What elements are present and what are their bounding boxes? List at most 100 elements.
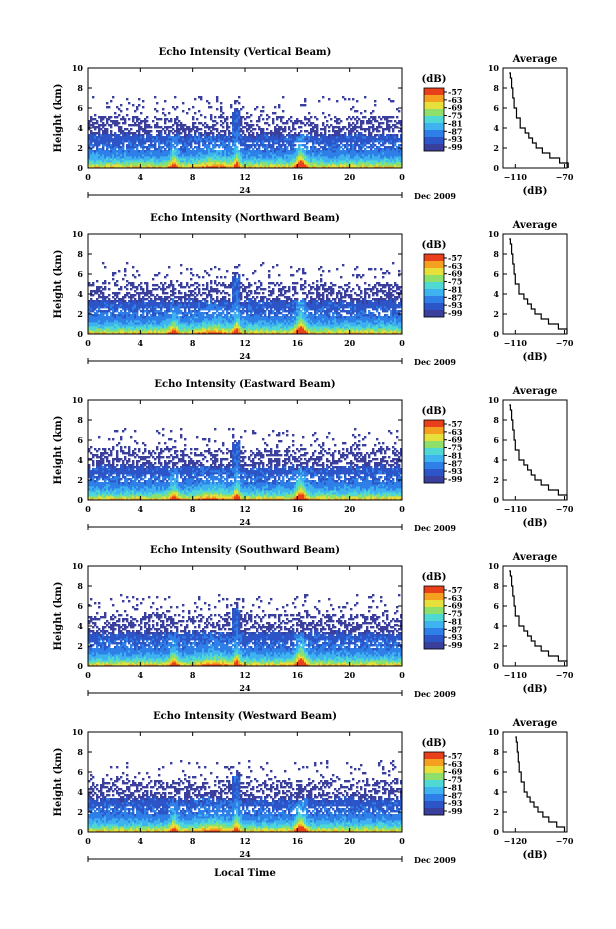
heatmap-cell (236, 130, 239, 133)
heatmap-cell (372, 110, 375, 113)
heatmap-cell (360, 112, 363, 115)
heatmap-cell (100, 152, 103, 155)
heatmap-cell (234, 138, 237, 141)
heatmap-cell (186, 138, 189, 141)
heatmap-cell (234, 156, 237, 159)
heatmap-cell (96, 150, 99, 153)
heatmap-cell (220, 152, 223, 155)
heatmap-cell (156, 110, 159, 113)
heatmap-cell (176, 134, 179, 137)
heatmap-cell (98, 150, 101, 153)
heatmap-cell (88, 166, 91, 169)
y-tick-label: 10 (72, 63, 84, 73)
heatmap-cell (96, 126, 99, 129)
heatmap-cell (198, 158, 201, 161)
heatmap-cell (234, 166, 237, 169)
heatmap-cell (140, 164, 143, 167)
heatmap-cell (174, 108, 177, 111)
heatmap-cell (158, 134, 161, 137)
heatmap-cell (234, 144, 237, 147)
heatmap-cell (156, 122, 159, 125)
heatmap-cell (122, 154, 125, 157)
heatmap-cell (162, 162, 165, 165)
heatmap-cell (234, 124, 237, 127)
heatmap-cell (208, 106, 211, 109)
heatmap-cell (178, 120, 181, 123)
heatmap-cell (208, 102, 211, 105)
heatmap-cell (214, 144, 217, 147)
heatmap-cell (142, 166, 145, 169)
heatmap-cell (210, 116, 213, 119)
heatmap-cell (226, 164, 229, 167)
heatmap-cell (160, 140, 163, 143)
heatmap-cell (184, 150, 187, 153)
heatmap-cell (92, 158, 95, 161)
heatmap-cell (172, 128, 175, 131)
heatmap-cell (228, 138, 231, 141)
heatmap-cell (110, 126, 113, 129)
heatmap-cell (184, 136, 187, 139)
heatmap-cell (200, 148, 203, 151)
heatmap-cell (236, 150, 239, 153)
heatmap-cell (198, 148, 201, 151)
heatmap-cell (146, 130, 149, 133)
heatmap-cell (182, 130, 185, 133)
heatmap-cell (164, 142, 167, 145)
heatmap-cell (206, 136, 209, 139)
heatmap-cell (184, 140, 187, 143)
heatmap-cell (130, 140, 133, 143)
heatmap-cell (110, 160, 113, 163)
heatmap-cell (132, 120, 135, 123)
heatmap-cell (196, 138, 199, 141)
heatmap-cell (222, 116, 225, 119)
heatmap-cell (162, 164, 165, 167)
heatmap-cell (166, 164, 169, 167)
heatmap-cell (344, 98, 347, 101)
heatmap-cell (184, 164, 187, 167)
heatmap-cell (168, 144, 171, 147)
heatmap-cell (222, 154, 225, 157)
heatmap-cell (118, 126, 121, 129)
heatmap-cell (234, 164, 237, 167)
heatmap-cell (214, 152, 217, 155)
heatmap-cell (218, 146, 221, 149)
heatmap-cell (138, 162, 141, 165)
heatmap-cell (116, 142, 119, 145)
heatmap-cell (112, 158, 115, 161)
heatmap-cell (184, 156, 187, 159)
heatmap-cell (116, 284, 119, 287)
heatmap-cell (232, 132, 235, 135)
heatmap-cell (220, 138, 223, 141)
heatmap-cell (122, 122, 125, 125)
heatmap-cell (192, 128, 195, 131)
heatmap-cell (140, 122, 143, 125)
heatmap-cell (96, 164, 99, 167)
heatmap-cell (120, 130, 123, 133)
heatmap-cell (218, 154, 221, 157)
heatmap-cell (116, 158, 119, 161)
heatmap-cell (114, 124, 117, 127)
heatmap-cell (108, 282, 111, 285)
heatmap-cell (132, 138, 135, 141)
heatmap-cell (114, 154, 117, 157)
heatmap-cell (148, 136, 151, 139)
heatmap-cell (98, 136, 101, 139)
heatmap-cell (242, 274, 245, 277)
heatmap-cell (224, 134, 227, 137)
heatmap-cell (178, 164, 181, 167)
y-tick-label: 4 (77, 123, 83, 133)
heatmap-cell (106, 142, 109, 145)
heatmap-cell (228, 130, 231, 133)
heatmap-cell (136, 144, 139, 147)
heatmap-cell (134, 154, 137, 157)
heatmap-cell (176, 138, 179, 141)
colorbar-segment (424, 91, 444, 96)
heatmap-cell (220, 110, 223, 113)
heatmap-cell (124, 274, 127, 277)
colorbar-segment (424, 102, 444, 106)
heatmap-cell (236, 132, 239, 135)
heatmap-cell (152, 278, 155, 281)
heatmap-cell (226, 148, 229, 151)
heatmap-cell (210, 142, 213, 145)
heatmap-cell (166, 156, 169, 159)
